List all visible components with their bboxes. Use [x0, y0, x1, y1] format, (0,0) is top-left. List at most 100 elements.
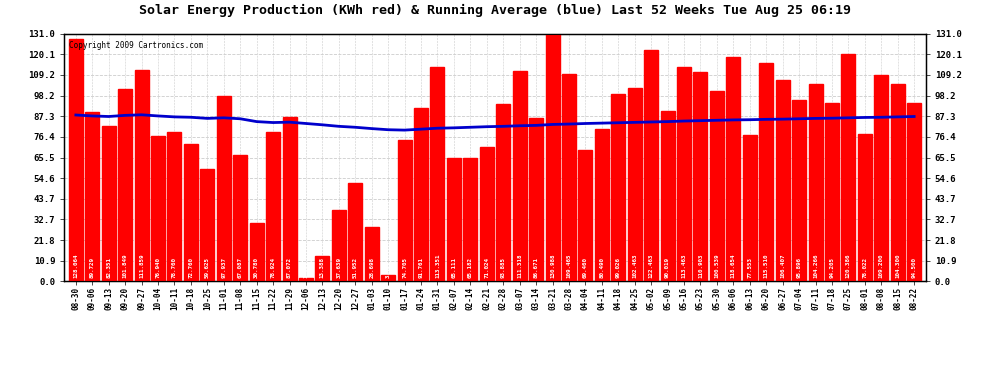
Text: 111.318: 111.318 [517, 254, 522, 278]
Text: 72.760: 72.760 [188, 257, 193, 278]
Text: 90.019: 90.019 [665, 257, 670, 278]
Bar [85, 112, 99, 281]
Bar [595, 129, 609, 281]
Bar [529, 117, 544, 281]
Text: 89.729: 89.729 [90, 257, 95, 278]
Text: 128.064: 128.064 [73, 254, 78, 278]
Bar [660, 111, 674, 281]
Text: 78.924: 78.924 [270, 257, 275, 278]
Text: Copyright 2009 Cartronics.com: Copyright 2009 Cartronics.com [68, 41, 203, 50]
Text: 76.940: 76.940 [155, 257, 160, 278]
Text: 37.639: 37.639 [337, 257, 342, 278]
Bar [742, 135, 756, 281]
Bar [710, 91, 724, 281]
Bar [513, 71, 527, 281]
Text: 111.859: 111.859 [140, 254, 145, 278]
Text: 101.849: 101.849 [123, 254, 128, 278]
Text: 104.266: 104.266 [813, 254, 818, 278]
Text: 74.705: 74.705 [402, 257, 407, 278]
Bar [431, 67, 445, 281]
Text: 80.490: 80.490 [599, 257, 604, 278]
Text: 99.026: 99.026 [616, 257, 621, 278]
Bar [118, 89, 132, 281]
Text: 104.300: 104.300 [895, 254, 900, 278]
Text: 94.500: 94.500 [912, 257, 917, 278]
Text: 67.087: 67.087 [238, 257, 243, 278]
Text: 77.553: 77.553 [747, 257, 752, 278]
Text: 109.465: 109.465 [566, 254, 571, 278]
Bar [200, 169, 215, 281]
Bar [562, 74, 576, 281]
Text: 120.386: 120.386 [845, 254, 850, 278]
Bar [480, 147, 494, 281]
Bar [825, 103, 839, 281]
Bar [891, 84, 905, 281]
Text: 97.937: 97.937 [222, 257, 227, 278]
Bar [775, 80, 790, 281]
Text: 102.463: 102.463 [633, 254, 638, 278]
Bar [69, 39, 83, 281]
Bar [234, 154, 248, 281]
Bar [364, 227, 379, 281]
Text: 28.698: 28.698 [369, 257, 374, 278]
Bar [446, 158, 461, 281]
Bar [809, 84, 823, 281]
Bar [135, 70, 148, 281]
Bar [102, 126, 116, 281]
Text: 82.351: 82.351 [106, 257, 111, 278]
Text: 118.654: 118.654 [731, 254, 736, 278]
Bar [217, 96, 231, 281]
Bar [644, 50, 658, 281]
Bar [874, 75, 888, 281]
Text: 65.182: 65.182 [468, 257, 473, 278]
Bar [842, 54, 855, 281]
Text: 95.896: 95.896 [797, 257, 802, 278]
Text: 122.463: 122.463 [648, 254, 653, 278]
Bar [332, 210, 346, 281]
Text: 78.760: 78.760 [172, 257, 177, 278]
Bar [184, 144, 198, 281]
Bar [578, 150, 592, 281]
Bar [316, 256, 330, 281]
Text: 91.761: 91.761 [419, 257, 424, 278]
Text: 110.903: 110.903 [698, 254, 703, 278]
Text: 1.650: 1.650 [304, 261, 309, 278]
Text: 30.780: 30.780 [254, 257, 259, 278]
Bar [858, 134, 872, 281]
Text: 86.671: 86.671 [534, 257, 539, 278]
Bar [677, 67, 691, 281]
Text: 51.952: 51.952 [352, 257, 357, 278]
Bar [628, 88, 642, 281]
Text: Solar Energy Production (KWh red) & Running Average (blue) Last 52 Weeks Tue Aug: Solar Energy Production (KWh red) & Runn… [139, 4, 851, 17]
Text: 59.625: 59.625 [205, 257, 210, 278]
Bar [693, 72, 708, 281]
Text: 100.539: 100.539 [715, 254, 720, 278]
Bar [545, 34, 559, 281]
Bar [907, 103, 921, 281]
Bar [282, 117, 297, 281]
Text: 130.988: 130.988 [550, 254, 555, 278]
Text: 113.351: 113.351 [435, 254, 440, 278]
Bar [611, 94, 626, 281]
Bar [249, 223, 263, 281]
Text: 115.510: 115.510 [763, 254, 768, 278]
Text: 71.024: 71.024 [484, 257, 489, 278]
Text: 93.885: 93.885 [501, 257, 506, 278]
Bar [381, 275, 395, 281]
Text: 87.072: 87.072 [287, 257, 292, 278]
Text: 3.450: 3.450 [386, 261, 391, 278]
Bar [398, 140, 412, 281]
Bar [727, 57, 741, 281]
Bar [496, 104, 510, 281]
Text: 69.460: 69.460 [583, 257, 588, 278]
Text: 94.205: 94.205 [830, 257, 835, 278]
Text: 106.407: 106.407 [780, 254, 785, 278]
Bar [414, 108, 428, 281]
Bar [299, 278, 313, 281]
Text: 78.022: 78.022 [862, 257, 867, 278]
Text: 13.388: 13.388 [320, 257, 325, 278]
Text: 65.111: 65.111 [451, 257, 456, 278]
Bar [348, 183, 362, 281]
Bar [266, 132, 280, 281]
Bar [759, 63, 773, 281]
